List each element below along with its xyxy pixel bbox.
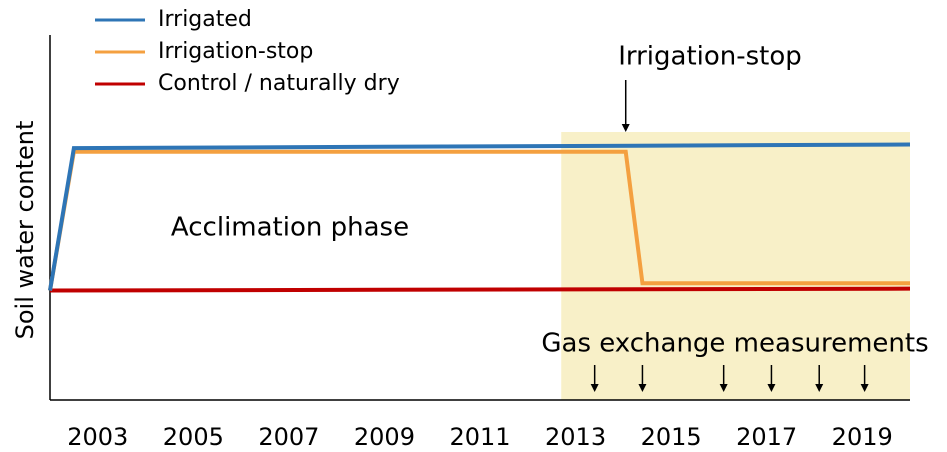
arrow (719, 365, 728, 392)
arrow (860, 365, 869, 392)
x-tick-label: 2019 (832, 423, 893, 451)
x-tick-label: 2003 (67, 423, 128, 451)
arrow-head (767, 384, 776, 392)
x-tick-label: 2017 (736, 423, 797, 451)
arrow-head (638, 384, 647, 392)
arrow-head (815, 384, 824, 392)
x-tick-label: 2007 (258, 423, 319, 451)
legend-label: Irrigation-stop (158, 39, 313, 64)
legend-label: Control / naturally dry (158, 71, 400, 96)
annotation: Irrigation-stop (618, 42, 802, 72)
arrow-head (860, 384, 869, 392)
x-tick-label: 2009 (354, 423, 415, 451)
arrow-head (719, 384, 728, 392)
x-tick-label: 2011 (449, 423, 510, 451)
arrow (767, 365, 776, 392)
line-series (48, 142, 911, 291)
highlight-region (561, 132, 910, 400)
x-tick-label: 2013 (545, 423, 606, 451)
x-tick-label: 2015 (641, 423, 702, 451)
line-series (49, 286, 911, 293)
legend-label: Irrigated (158, 7, 252, 32)
annotation: Acclimation phase (171, 213, 409, 243)
arrow (638, 365, 647, 392)
y-axis-label: Soil water content (11, 121, 39, 340)
arrow-head (590, 384, 599, 392)
x-tick-label: 2005 (163, 423, 224, 451)
arrow (815, 365, 824, 392)
annotation: Gas exchange measurements (541, 329, 928, 359)
arrow (621, 80, 630, 132)
arrow-head (621, 124, 630, 132)
arrow (590, 365, 599, 392)
